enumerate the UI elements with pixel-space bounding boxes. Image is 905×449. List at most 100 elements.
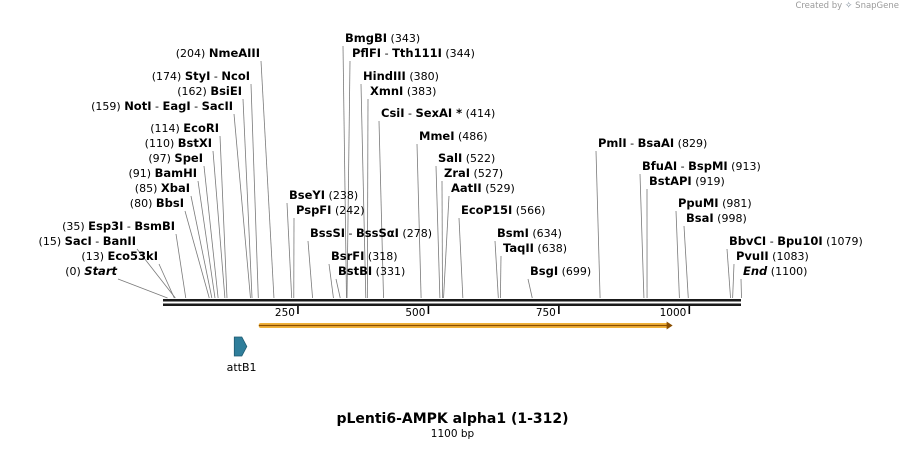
site-line	[286, 202, 293, 299]
site-label-bsrfi[interactable]: BsrFI (318)	[331, 249, 398, 263]
site-label-start[interactable]: (0) Start	[65, 264, 117, 278]
ruler-ticks: 250 500 750 1000	[275, 306, 691, 319]
site-label-bstapi[interactable]: BstAPI (919)	[649, 174, 725, 188]
site-label-csii[interactable]: CsiI - SexAI * (414)	[381, 106, 495, 120]
site-position: (91)	[129, 167, 155, 180]
enzyme-name: SalI	[438, 151, 462, 165]
site-label-xbai[interactable]: (85) XbaI	[135, 181, 190, 195]
site-position: (383)	[403, 85, 436, 98]
site-label-pvuii[interactable]: PvuII (1083)	[736, 249, 809, 263]
site-label-bsgi[interactable]: BsgI (699)	[530, 264, 591, 278]
site-position: (15)	[39, 235, 65, 248]
site-label-end[interactable]: End (1100)	[743, 264, 807, 278]
orf-arrow-head-icon	[666, 321, 673, 330]
site-label-bbvci[interactable]: BbvCI - Bpu10I (1079)	[729, 234, 863, 248]
site-label-taqii[interactable]: TaqII (638)	[503, 241, 567, 255]
site-position: (159)	[91, 100, 124, 113]
site-position: (529)	[482, 182, 515, 195]
site-label-aatii[interactable]: AatII (529)	[451, 181, 515, 195]
site-label-bsmi[interactable]: BsmI (634)	[497, 226, 562, 240]
features-track: attB1	[227, 321, 673, 374]
enzyme-name: BmgBI	[345, 31, 387, 45]
ruler-tick-label: 1000	[660, 307, 687, 319]
enzyme-name: PflFI	[352, 46, 381, 60]
watermark-brand: SnapGene	[855, 1, 899, 11]
site-label-bsssi[interactable]: BssSI - BssSαI (278)	[310, 226, 432, 240]
site-lines	[117, 45, 742, 299]
enzyme-name: BsiEI	[210, 84, 242, 98]
site-position: (414)	[462, 107, 495, 120]
site-label-bamhi[interactable]: (91) BamHI	[129, 166, 198, 180]
site-label-bstxi[interactable]: (110) BstXI	[145, 136, 212, 150]
site-line	[435, 165, 441, 299]
site-label-sali[interactable]: SalI (522)	[438, 151, 495, 165]
site-label-zrai[interactable]: ZraI (527)	[444, 166, 503, 180]
enzyme-name: SpeI	[174, 151, 203, 165]
site-position: (380)	[406, 70, 439, 83]
enzyme-name: BbvCI	[729, 234, 766, 248]
site-line	[117, 278, 168, 299]
site-label-pflfi[interactable]: PflFI - Tth111I (344)	[352, 46, 475, 60]
site-label-ecop15i[interactable]: EcoP15I (566)	[461, 203, 545, 217]
site-position: (638)	[534, 242, 567, 255]
enzyme-name: Bpu10I	[777, 234, 822, 248]
enzyme-separator: -	[210, 70, 221, 83]
site-label-bsiei[interactable]: (162) BsiEI	[177, 84, 242, 98]
ruler-tick-label: 500	[405, 307, 425, 319]
enzyme-separator: -	[677, 160, 688, 173]
site-label-mmei[interactable]: MmeI (486)	[419, 129, 488, 143]
site-line	[527, 278, 533, 299]
site-label-pmli[interactable]: PmlI - BsaAI (829)	[598, 136, 707, 150]
site-position: (343)	[387, 32, 420, 45]
site-label-bmgbi[interactable]: BmgBI (343)	[345, 31, 420, 45]
site-line	[732, 263, 735, 299]
enzyme-name: BamHI	[155, 166, 197, 180]
site-position: (238)	[325, 189, 358, 202]
site-line	[136, 248, 176, 299]
enzyme-name: MmeI	[419, 129, 455, 143]
site-label-nmeaiii[interactable]: (204) NmeAIII	[176, 46, 260, 60]
site-label-esp3i[interactable]: (35) Esp3I - BsmBI	[62, 219, 175, 233]
sequence-backbone	[163, 299, 741, 306]
enzyme-name: PvuII	[736, 249, 769, 263]
site-line	[346, 60, 351, 299]
site-line	[158, 263, 175, 299]
site-line	[726, 248, 731, 299]
site-label-xmni[interactable]: XmnI (383)	[370, 84, 436, 98]
enzyme-separator: -	[152, 100, 163, 113]
site-line	[683, 225, 689, 299]
enzyme-name: ZraI	[444, 166, 470, 180]
enzyme-name: PspFI	[296, 203, 331, 217]
site-label-saci[interactable]: (15) SacI - BanII	[39, 234, 136, 248]
site-position: (1100)	[767, 265, 807, 278]
enzyme-name: SacII	[202, 99, 233, 113]
site-label-spei[interactable]: (97) SpeI	[148, 151, 203, 165]
enzyme-name: BsmI	[497, 226, 529, 240]
site-label-noti[interactable]: (159) NotI - EagI - SacII	[91, 99, 233, 113]
site-label-bstbi[interactable]: BstBI (331)	[338, 264, 405, 278]
enzyme-separator: -	[92, 235, 103, 248]
site-label-pspfi[interactable]: PspFI (242)	[296, 203, 365, 217]
site-line	[233, 113, 251, 299]
site-label-ecori[interactable]: (114) EcoRI	[150, 121, 219, 135]
enzyme-name: StyI	[185, 69, 211, 83]
enzyme-name: BfuAI	[642, 159, 677, 173]
site-line	[219, 135, 228, 299]
site-label-bbsi[interactable]: (80) BbsI	[130, 196, 184, 210]
site-label-bfuai[interactable]: BfuAI - BspMI (913)	[642, 159, 761, 173]
site-label-hindiii[interactable]: HindIII (380)	[363, 69, 439, 83]
site-label-styi[interactable]: (174) StyI - NcoI	[152, 69, 250, 83]
enzyme-separator: -	[627, 137, 638, 150]
site-label-ppumi[interactable]: PpuMI (981)	[678, 196, 752, 210]
site-line	[203, 165, 219, 299]
site-label-bsai[interactable]: BsaI (998)	[686, 211, 747, 225]
site-label-eco53ki[interactable]: (13) Eco53kI	[81, 249, 158, 263]
enzyme-name: BsaAI	[638, 136, 675, 150]
site-position: (1083)	[769, 250, 809, 263]
site-label-bseyi[interactable]: BseYI (238)	[289, 188, 358, 202]
site-position: (634)	[529, 227, 562, 240]
site-line	[416, 143, 422, 299]
attb1-feature-arrow-icon[interactable]	[233, 336, 248, 357]
site-position: (110)	[145, 137, 178, 150]
site-position: (331)	[372, 265, 405, 278]
